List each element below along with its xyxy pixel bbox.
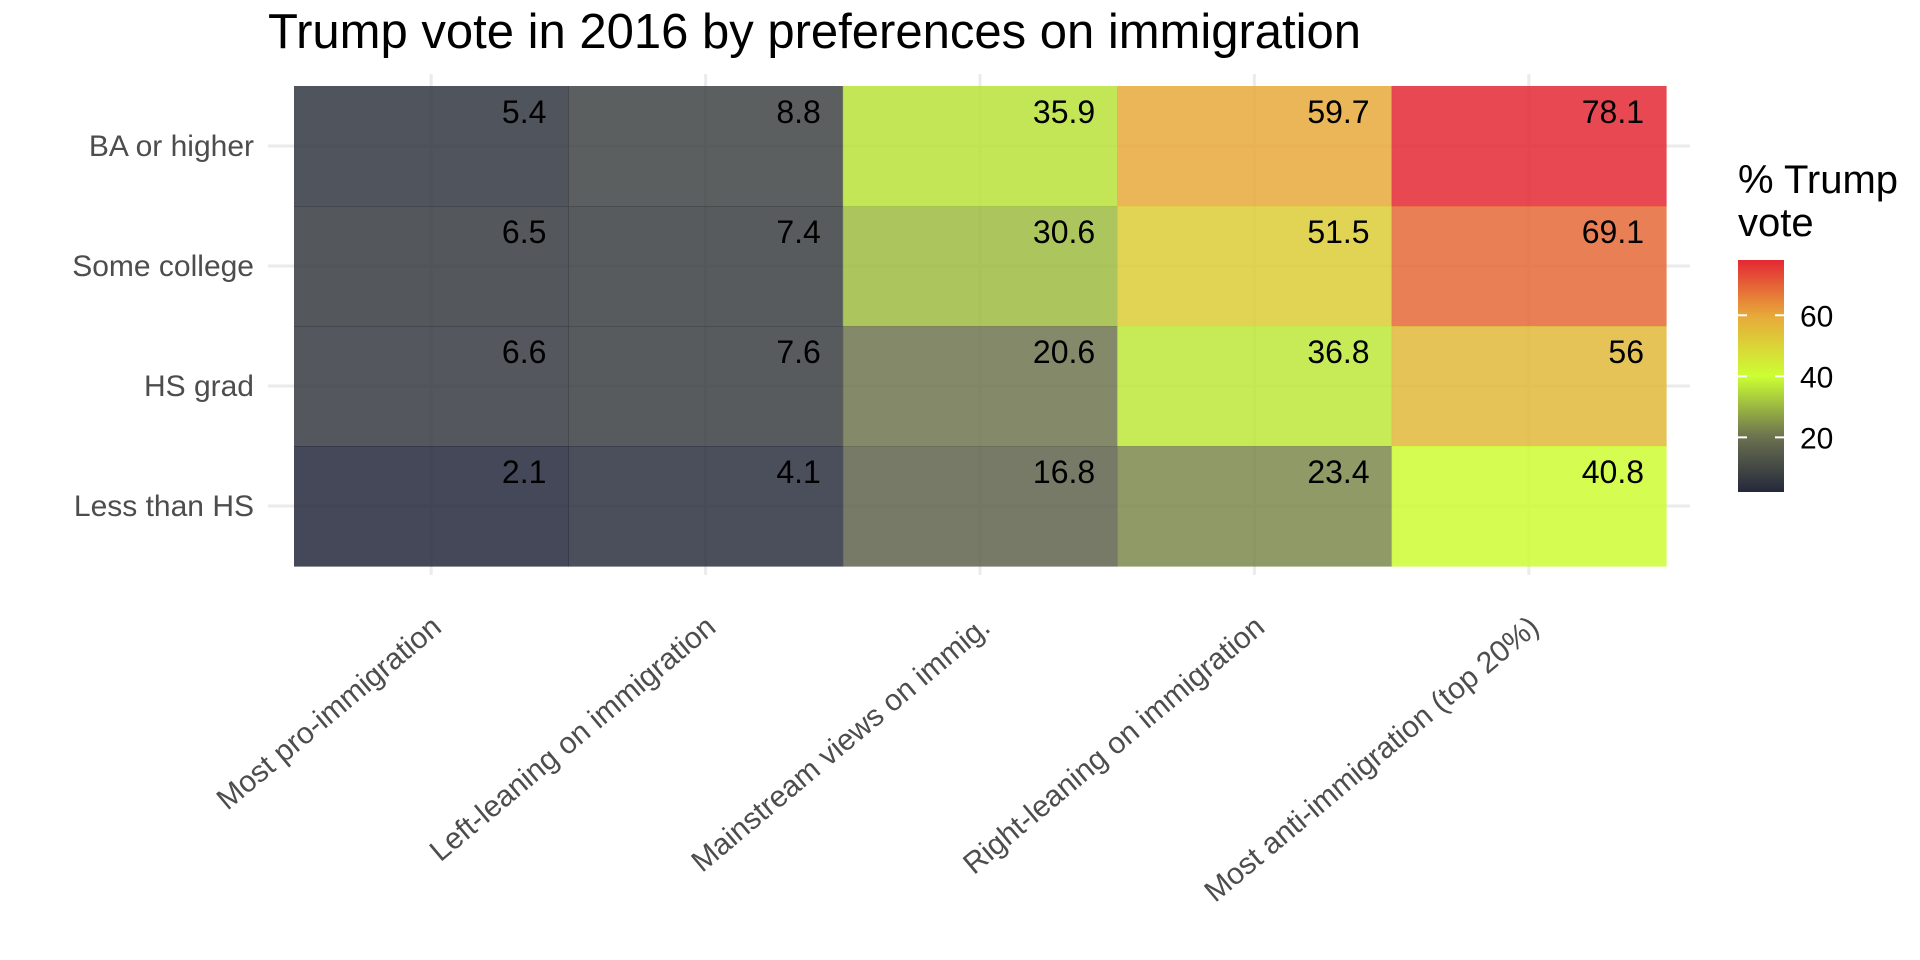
cell-value-label: 6.5 [502,214,546,250]
y-tick-label-hs-grad: HS grad [144,370,254,403]
heatmap-tile [1117,326,1393,447]
heatmap-tile [294,206,569,327]
cell-value-labels: 5.4 8.8 35.9 59.7 78.1 6.5 7.4 30.6 51.5 69.1 6.6 7… [502,94,1644,490]
cell-value-label: 56 [1608,334,1644,370]
chart-title: Trump vote in 2016 by preferences on imm… [268,5,1361,59]
heatmap-tile [1117,446,1393,567]
heatmap-tile [842,86,1118,207]
heatmap-tile [1391,326,1667,447]
legend: % Trump vote 20 40 60 [1738,158,1909,492]
cell-value-label: 4.1 [776,454,820,490]
heatmap-tile [1117,206,1393,327]
cell-value-label: 51.5 [1307,214,1369,250]
x-tick-label-right-leaning-on-immigration: Right-leaning on immigration [957,610,1271,881]
x-tick-label-most-anti-immigration-top-20: Most anti-immigration (top 20%) [1198,610,1545,909]
cell-value-label: 23.4 [1307,454,1369,490]
legend-tick-label: 60 [1800,300,1833,333]
cell-value-label: 7.6 [776,334,820,370]
cell-value-label: 30.6 [1033,214,1095,250]
x-tick-label-mainstream-views-on-immig: Mainstream views on immig. [685,610,996,879]
y-axis-tick-labels: BA or higher Some college HS grad Less than… [72,130,254,523]
cell-value-label: 78.1 [1582,94,1644,130]
cell-value-label: 16.8 [1033,454,1095,490]
heatmap-tile [568,326,844,447]
legend-ticks: 20 40 60 [1738,300,1833,455]
heatmap-tiles [294,86,1667,567]
cell-value-label: 7.4 [776,214,820,250]
heatmap-tile [294,446,569,567]
cell-value-label: 59.7 [1307,94,1369,130]
x-tick-label-most-pro-immigration: Most pro-immigration [211,610,448,816]
heatmap-tile [1391,446,1667,567]
cell-value-label: 5.4 [502,94,546,130]
heatmap-tile [294,86,569,207]
cell-value-label: 69.1 [1582,214,1644,250]
heatmap-tile [842,326,1118,447]
cell-value-label: 36.8 [1307,334,1369,370]
legend-title: % Trump vote [1738,158,1909,245]
heatmap-tile [294,326,569,447]
cell-value-label: 20.6 [1033,334,1095,370]
legend-tick-label: 40 [1800,361,1833,394]
heatmap-tile [568,206,844,327]
cell-value-label: 6.6 [502,334,546,370]
cell-value-label: 35.9 [1033,94,1095,130]
y-tick-label-some-college: Some college [72,250,254,283]
heatmap-tile [842,206,1118,327]
heatmap-tile [1391,206,1667,327]
heatmap-tile [842,446,1118,567]
x-tick-label-left-leaning-on-immigration: Left-leaning on immigration [424,610,722,868]
cell-value-label: 40.8 [1582,454,1644,490]
y-tick-label-less-than-hs: Less than HS [74,490,254,523]
heatmap-tile [1391,86,1667,207]
cell-value-label: 2.1 [502,454,546,490]
y-tick-label-ba-or-higher: BA or higher [89,130,254,163]
heatmap-tile [568,86,844,207]
heatmap-tile [568,446,844,567]
cell-value-label: 8.8 [776,94,820,130]
heatmap-tile [1117,86,1393,207]
legend-tick-label: 20 [1800,422,1833,455]
